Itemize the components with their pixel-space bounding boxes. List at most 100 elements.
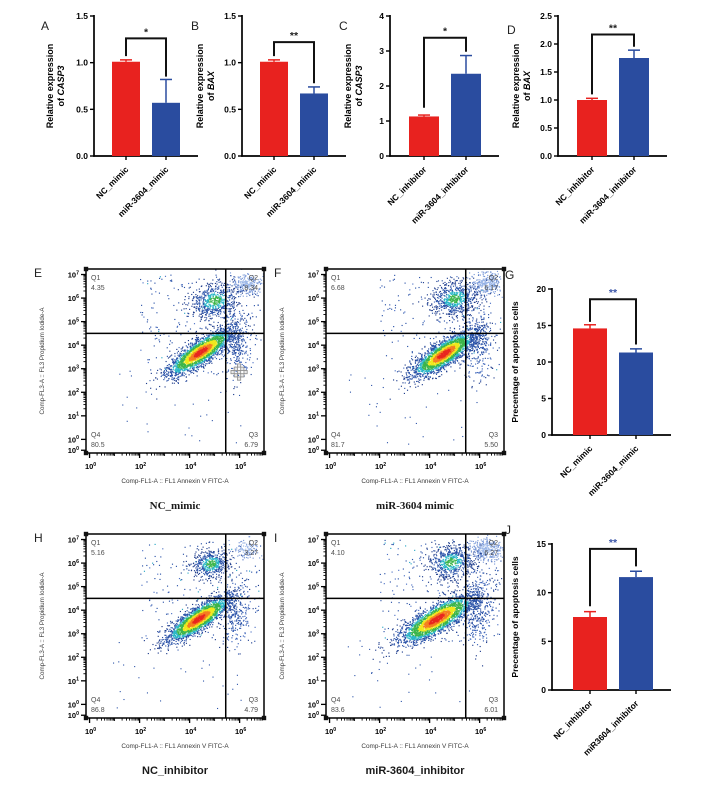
- y-axis-label-line2: of CASP3: [354, 65, 364, 106]
- sig-stars: **: [609, 287, 618, 299]
- gate-handle: [323, 450, 329, 456]
- flow-plot-F: F 107 106 105 104 103 102 101 100 100 100 102 104 106…: [274, 266, 507, 512]
- y-tick-label: 1.5: [76, 11, 88, 21]
- sig-stars: *: [443, 26, 448, 38]
- x-category-label: NC_mimic: [94, 164, 131, 201]
- y-tick-label: 10: [537, 357, 547, 367]
- flow-scatter-canvas: [86, 534, 264, 718]
- flow-plot-E: E 107 106 105 104 103 102 101 100 100 100 102 104 106…: [34, 266, 267, 512]
- flow-scatter-canvas: [326, 534, 504, 718]
- y-tick-label: 107: [308, 270, 319, 279]
- y-tick-label: 107: [68, 535, 79, 544]
- y-tick-label: 105: [68, 582, 79, 591]
- y-tick-label: 106: [308, 294, 319, 303]
- panel-C: C 0 1 2 3 4 NC_inhibitor miR-3604_inhibitor * Rel…: [338, 0, 506, 255]
- y-tick-label: 2.0: [540, 39, 552, 49]
- flow-caption: NC_mimic: [150, 500, 201, 512]
- y-tick-label: 100: [68, 446, 79, 455]
- gate-handle: [501, 266, 507, 272]
- quadrant-label-q4: Q4: [331, 432, 340, 439]
- bar-1: [300, 93, 328, 156]
- bar-chart-D: D0.00.51.01.52.02.5NC_inhibitormiR-3604_…: [507, 11, 667, 226]
- bar-1: [619, 577, 653, 690]
- quadrant-value-q2: 6.27: [484, 550, 498, 557]
- row-flow-inhibitor: H 107 106 105 104 103 102 101 100 100 100 102 104 106…: [26, 520, 709, 793]
- x-tick-label: 102: [375, 727, 386, 736]
- y-axis-label: Precentage of apoptosis cells: [510, 301, 520, 423]
- y-tick-label: 103: [68, 365, 79, 374]
- y-tick-label: 1.0: [76, 58, 88, 68]
- quadrant-label-q4: Q4: [91, 432, 100, 439]
- row-bar-charts-mimic-inhibitor: A 0.0 0.5 1.0 1.5 NC_mimic miR-3604_mimic * Rela…: [40, 0, 709, 255]
- panel-J: J 0 5 10 15 NC_inhibitor miR3604_inhibitor ** Pr…: [504, 520, 699, 793]
- x-axis-label: Comp-FL1-A :: FL1 Annexin V FITC-A: [121, 478, 229, 485]
- quadrant-label-q2: Q2: [489, 275, 498, 282]
- x-tick-label: 100: [325, 727, 336, 736]
- quadrant-value-q3: 6.79: [244, 442, 258, 449]
- gate-handle: [501, 715, 507, 721]
- sig-stars: **: [290, 30, 299, 42]
- x-category-label: NC_mimic: [242, 164, 279, 201]
- y-tick-label: 10: [537, 588, 547, 598]
- y-tick-label: 1.0: [224, 58, 236, 68]
- sig-bracket: [591, 33, 635, 95]
- x-tick-label: 104: [425, 727, 436, 736]
- bar-1: [619, 352, 653, 435]
- x-tick-label: 104: [425, 462, 436, 471]
- quadrant-value-q4: 81.7: [331, 442, 345, 449]
- bar-chart-J: J051015NC_inhibitormiR3604_inhibitor**Pr…: [505, 523, 671, 758]
- y-tick-label: 0.0: [540, 151, 552, 161]
- panel-H: H 107 106 105 104 103 102 101 100 100 100 102 104 106…: [26, 520, 267, 793]
- y-tick-label: 0: [541, 685, 546, 695]
- gate-handle: [261, 450, 267, 456]
- y-tick-label: 1.0: [540, 95, 552, 105]
- panel-F: F 107 106 105 104 103 102 101 100 100 100 102 104 106…: [266, 255, 507, 520]
- sig-stars: **: [609, 537, 618, 549]
- y-tick-label: 100: [68, 435, 79, 444]
- y-axis-label: Comp-FL3-A :: FL3 Propidium Iodide-A: [279, 572, 286, 680]
- y-tick-label: 4: [379, 11, 384, 21]
- y-tick-label: 101: [308, 412, 319, 421]
- panel-I: I 107 106 105 104 103 102 101 100 100 100 102 104 106…: [266, 520, 507, 793]
- y-tick-label: 100: [308, 711, 319, 720]
- x-tick-label: 104: [185, 462, 196, 471]
- y-tick-label: 0: [379, 151, 384, 161]
- y-axis-label-line1: Relative expression: [511, 44, 521, 129]
- y-tick-label: 104: [68, 606, 79, 615]
- flow-caption: NC_inhibitor: [142, 765, 209, 777]
- x-tick-label: 106: [235, 462, 246, 471]
- y-tick-label: 0.5: [224, 104, 236, 114]
- flow-scatter-canvas: [86, 269, 264, 453]
- flow-frame: [85, 268, 265, 454]
- diamond-ornament: [230, 363, 248, 381]
- x-tick-label: 102: [135, 462, 146, 471]
- quadrant-value-q1: 4.10: [331, 550, 345, 557]
- y-tick-label: 100: [308, 446, 319, 455]
- quadrant-label-q1: Q1: [91, 275, 100, 282]
- panel-letter: I: [274, 531, 277, 545]
- panel-letter: F: [274, 266, 281, 280]
- y-tick-label: 100: [68, 700, 79, 709]
- bar-0: [577, 100, 607, 156]
- gate-handle: [261, 531, 267, 537]
- y-axis-label-line1: Relative expression: [45, 44, 55, 129]
- gate-handle: [323, 531, 329, 537]
- panel-A: A 0.0 0.5 1.0 1.5 NC_mimic miR-3604_mimic * Rela…: [40, 0, 198, 255]
- bar-1: [451, 73, 481, 156]
- flow-caption: miR-3604 mimic: [376, 500, 454, 512]
- quadrant-label-q4: Q4: [331, 697, 340, 704]
- y-tick-label: 102: [308, 653, 319, 662]
- bar-0: [573, 328, 607, 435]
- panel-letter: B: [191, 19, 199, 33]
- quadrant-label-q3: Q3: [489, 697, 498, 704]
- quadrant-label-q1: Q1: [331, 540, 340, 547]
- y-tick-label: 20: [537, 284, 547, 294]
- bar-0: [260, 61, 288, 156]
- x-category-label: NC_inhibitor: [553, 164, 597, 208]
- x-axis-label: Comp-FL1-A :: FL1 Annexin V FITC-A: [361, 478, 469, 485]
- y-axis-label: Comp-FL3-A :: FL3 Propidium Iodide-A: [39, 307, 46, 415]
- gate-handle: [323, 266, 329, 272]
- quadrant-value-q2: 6.17: [484, 285, 498, 292]
- y-tick-label: 100: [68, 711, 79, 720]
- panel-letter: G: [505, 268, 514, 282]
